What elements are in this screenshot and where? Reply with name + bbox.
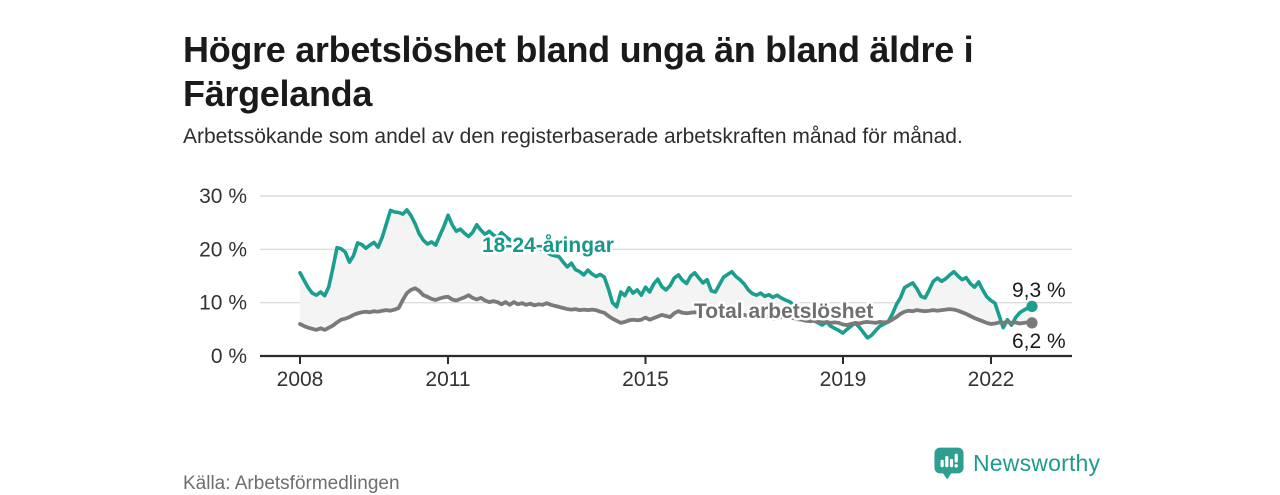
x-tick-labels: 2008 2011 2015 2019 2022 bbox=[277, 368, 1015, 391]
series-label-total: Total arbetslöshet bbox=[694, 300, 873, 323]
series-line-total bbox=[298, 286, 1034, 332]
x-tick-label-2019: 2019 bbox=[820, 368, 867, 391]
end-dot-total bbox=[1026, 317, 1038, 329]
line-chart: 2008 2011 2015 2019 2022 30 % 20 % 10 % … bbox=[199, 185, 1072, 391]
end-value-label-total: 6,2 % bbox=[1012, 330, 1066, 353]
brand-name: Newsworthy bbox=[973, 449, 1101, 476]
series-line-youth bbox=[298, 208, 1034, 340]
y-tick-label-20: 20 % bbox=[199, 238, 247, 261]
y-tick-label-30: 30 % bbox=[199, 185, 247, 208]
x-axis bbox=[260, 354, 1072, 364]
area-between-series bbox=[300, 209, 1032, 338]
newsworthy-logo: Newsworthy bbox=[934, 446, 1100, 480]
x-tick-label-2022: 2022 bbox=[968, 368, 1015, 391]
source-note: Källa: Arbetsförmedlingen bbox=[183, 473, 400, 494]
y-tick-label-0: 0 % bbox=[211, 345, 247, 368]
x-tick-label-2008: 2008 bbox=[277, 368, 324, 391]
y-tick-label-10: 10 % bbox=[199, 292, 247, 315]
y-tick-labels: 30 % 20 % 10 % 0 % bbox=[199, 185, 247, 368]
end-value-label-youth: 9,3 % bbox=[1012, 279, 1066, 302]
newsworthy-chart-bubble-icon bbox=[934, 447, 964, 479]
chart-subtitle: Arbetssökande som andel av den registerb… bbox=[183, 125, 963, 148]
page-title: Högre arbetslöshet bland unga än bland ä… bbox=[183, 29, 974, 115]
x-tick-label-2011: 2011 bbox=[425, 368, 470, 391]
series-label-youth: 18-24-åringar bbox=[482, 234, 614, 257]
end-dot-youth bbox=[1026, 300, 1038, 312]
x-tick-label-2015: 2015 bbox=[622, 368, 669, 391]
